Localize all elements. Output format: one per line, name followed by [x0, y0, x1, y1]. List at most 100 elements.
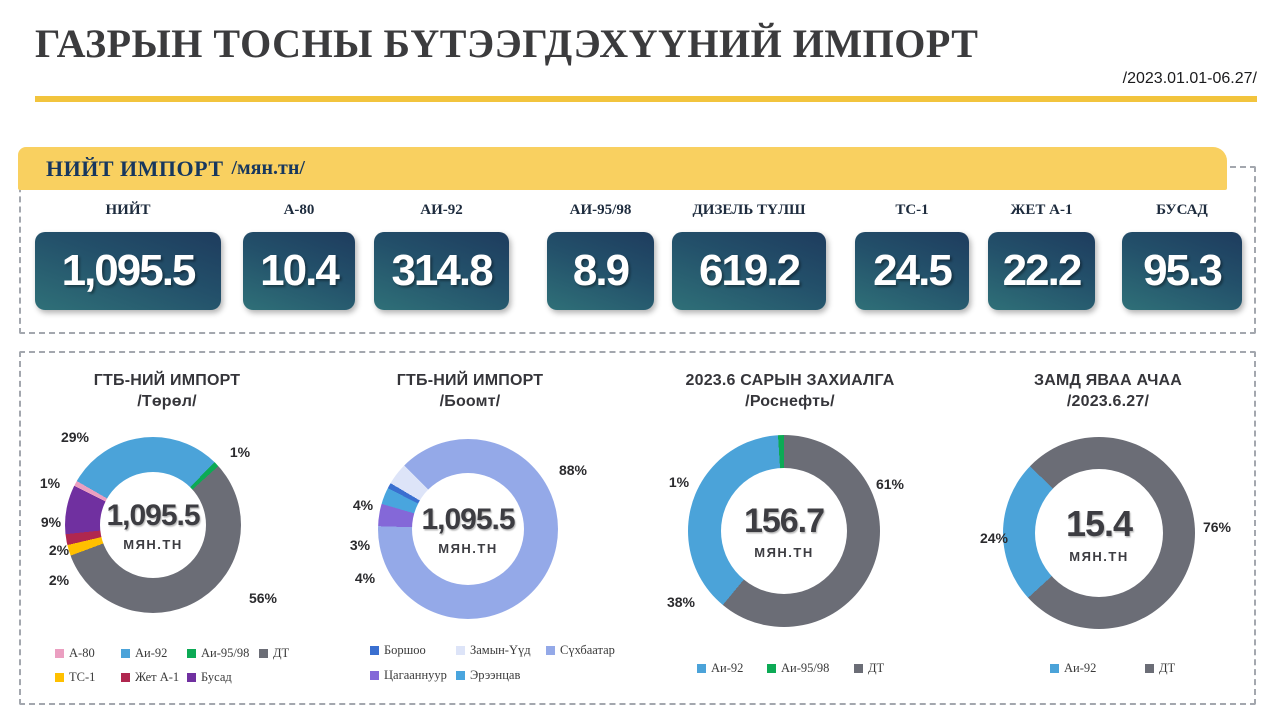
chart-1-legend-swatch-7	[187, 673, 196, 682]
kpi-card-2: 10.4	[243, 232, 355, 310]
chart-1-pct-label-6: 2%	[48, 572, 70, 588]
kpi-card-4: 8.9	[547, 232, 654, 310]
chart-3-title: 2023.6 САРЫН ЗАХИАЛГА/Роснефть/	[640, 370, 940, 412]
chart-3-title-line2: /Роснефть/	[745, 393, 835, 410]
kpi-card-value-5: 619.2	[698, 246, 801, 295]
kpi-card-value-3: 314.8	[391, 246, 493, 295]
kpi-card-label-6: ТС-1	[895, 202, 929, 218]
chart-2-center: 1,095.5 МЯН.ТН	[412, 473, 524, 585]
kpi-card-label-8: БУСАД	[1156, 202, 1208, 218]
kpi-card-label-3: АИ-92	[420, 202, 463, 218]
chart-2-title: ГТБ-НИЙ ИМПОРТ/Боомт/	[350, 370, 590, 412]
chart-1-legend-label-6: Жет А-1	[135, 670, 180, 684]
kpi-card-6: 24.5	[855, 232, 969, 310]
chart-3-center-unit: МЯН.ТН	[754, 545, 814, 560]
chart-2-legend-label-4: Цагааннуур	[384, 668, 447, 682]
kpi-card-value-4: 8.9	[572, 246, 630, 295]
chart-4-title: ЗАМД ЯВАА АЧАА/2023.6.27/	[978, 370, 1238, 412]
chart-2-legend-label-3: Сүхбаатар	[560, 643, 615, 657]
report-date-range: /2023.01.01-06.27/	[1122, 70, 1257, 87]
chart-1-legend-item-1: А-80	[55, 646, 95, 661]
chart-3-legend-swatch-1	[697, 664, 706, 673]
chart-1-legend-label-1: А-80	[69, 646, 95, 660]
chart-2-pct-label-1: 88%	[558, 462, 588, 478]
summary-banner-title: НИЙТ ИМПОРТ	[46, 155, 224, 181]
chart-1-title-line1: ГТБ-НИЙ ИМПОРТ	[93, 372, 241, 389]
chart-4-donut: 15.4 МЯН.ТН	[1003, 437, 1195, 629]
chart-3-legend-label-3: ДТ	[868, 661, 885, 675]
chart-1-legend-swatch-5	[55, 673, 64, 682]
chart-3-title-line1: 2023.6 САРЫН ЗАХИАЛГА	[685, 372, 895, 389]
chart-2-pct-label-3: 3%	[349, 537, 371, 553]
chart-2-legend-item-1: Боршоо	[370, 643, 426, 658]
chart-4-legend-label-1: Аи-92	[1064, 661, 1097, 675]
chart-2-center-unit: МЯН.ТН	[438, 540, 498, 556]
chart-1-legend-item-5: ТС-1	[55, 670, 95, 685]
chart-1-legend-swatch-4	[259, 649, 268, 658]
chart-4-center-unit: МЯН.ТН	[1069, 548, 1129, 564]
kpi-card-value-1: 1,095.5	[61, 246, 197, 295]
chart-2-title-line2: /Боомт/	[439, 393, 501, 410]
chart-3-pct-label-2: 1%	[668, 474, 690, 490]
chart-2-legend-swatch-5	[456, 671, 465, 680]
chart-3-legend-item-2: Аи-95/98	[767, 661, 829, 676]
chart-1-pct-label-5: 2%	[48, 542, 70, 558]
page-title: ГАЗРЫН ТОСНЫ БҮТЭЭГДЭХҮҮНИЙ ИМПОРТ	[35, 21, 979, 66]
kpi-card-label-4: АИ-95/98	[569, 202, 632, 218]
chart-1-legend-label-4: ДТ	[273, 646, 290, 660]
chart-1-legend-swatch-3	[187, 649, 196, 658]
chart-1-pct-label-7: 56%	[248, 590, 278, 606]
kpi-card-1: 1,095.5	[35, 232, 221, 310]
chart-4-center: 15.4 МЯН.ТН	[1035, 469, 1163, 597]
kpi-card-5: 619.2	[672, 232, 826, 310]
chart-1-legend-label-7: Бусад	[201, 670, 232, 684]
summary-banner-unit: /мян.тн/	[231, 157, 305, 179]
chart-4-pct-label-1: 76%	[1202, 519, 1232, 535]
chart-2-center-value: 1,095.5	[421, 502, 515, 536]
chart-2-legend-item-2: Замын-Үүд	[456, 643, 531, 658]
kpi-card-value-6: 24.5	[873, 246, 953, 295]
kpi-card-label-5: ДИЗЕЛЬ ТҮЛШ	[692, 202, 806, 218]
kpi-card-8: 95.3	[1122, 232, 1242, 310]
chart-4-title-line1: ЗАМД ЯВАА АЧАА	[1033, 372, 1183, 389]
kpi-card-value-7: 22.2	[1002, 246, 1083, 295]
charts-section-frame	[19, 351, 1256, 705]
chart-4-center-value: 15.4	[1065, 502, 1133, 544]
chart-3-legend-swatch-2	[767, 664, 776, 673]
summary-banner: НИЙТ ИМПОРТ /мян.тн/	[18, 147, 1227, 190]
kpi-card-3: 314.8	[374, 232, 509, 310]
chart-1-legend-item-3: Аи-95/98	[187, 646, 249, 661]
chart-1-center-unit: МЯН.ТН	[123, 536, 183, 552]
chart-1-pct-label-1: 29%	[60, 429, 90, 445]
chart-3-legend-label-2: Аи-95/98	[781, 661, 830, 675]
kpi-card-label-2: А-80	[283, 202, 315, 218]
chart-2-legend-swatch-2	[456, 646, 465, 655]
chart-1-pct-label-3: 1%	[39, 475, 61, 491]
chart-1-legend-item-2: Аи-92	[121, 646, 167, 661]
chart-1-legend-item-6: Жет А-1	[121, 670, 179, 685]
kpi-card-label-1: НИЙТ	[105, 202, 151, 218]
chart-3-legend-item-3: ДТ	[854, 661, 884, 676]
kpi-card-7: 22.2	[988, 232, 1095, 310]
chart-4-legend-item-1: Аи-92	[1050, 661, 1096, 676]
chart-1-legend-item-7: Бусад	[187, 670, 232, 685]
chart-4-legend-label-2: ДТ	[1159, 661, 1176, 675]
chart-1-pct-label-2: 1%	[229, 444, 251, 460]
chart-1-legend-item-4: ДТ	[259, 646, 289, 661]
chart-1-center: 1,095.5 МЯН.ТН	[100, 472, 206, 578]
chart-2-legend-swatch-4	[370, 671, 379, 680]
chart-1-legend-swatch-1	[55, 649, 64, 658]
chart-1-donut: 1,095.5 МЯН.ТН	[65, 437, 241, 613]
chart-2-legend-item-4: Цагааннуур	[370, 668, 447, 683]
chart-3-donut: 156.7 МЯН.ТН	[688, 435, 880, 627]
chart-1-pct-label-4: 9%	[40, 514, 62, 530]
kpi-card-value-2: 10.4	[260, 246, 340, 295]
chart-4-pct-label-2: 24%	[979, 530, 1009, 546]
chart-4-title-line2: /2023.6.27/	[1066, 393, 1150, 410]
chart-2-legend-swatch-1	[370, 646, 379, 655]
kpi-card-label-7: ЖЕТ А-1	[1010, 202, 1073, 218]
chart-1-center-value: 1,095.5	[106, 498, 200, 532]
chart-1-title-line2: /Төрөл/	[137, 393, 197, 410]
chart-2-legend-label-1: Боршоо	[384, 643, 426, 657]
chart-1-legend-label-3: Аи-95/98	[201, 646, 250, 660]
